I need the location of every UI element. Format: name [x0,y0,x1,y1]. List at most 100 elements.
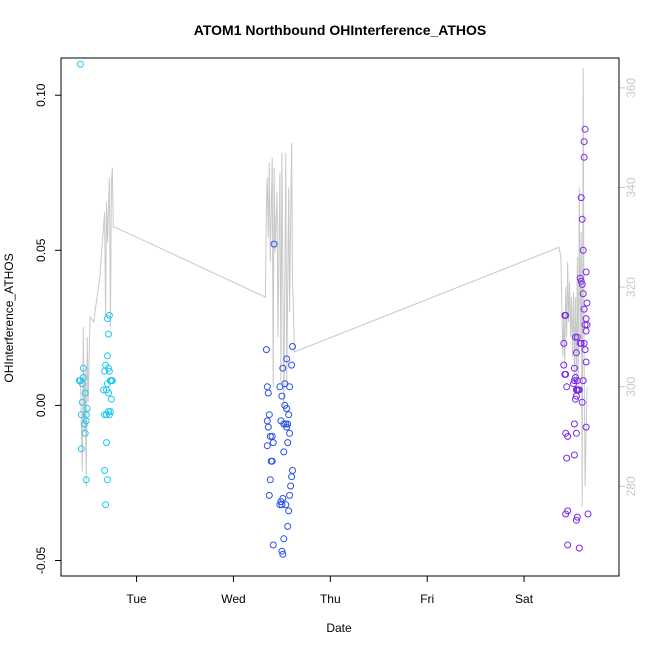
data-point-series-2 [562,370,570,378]
data-point-series-2 [584,510,592,518]
data-point-series-2 [580,305,588,313]
data-points-group [75,60,592,558]
data-point-series-2 [581,125,589,133]
data-point-series-1 [263,442,271,450]
data-point-series-0 [81,389,89,397]
data-point-series-1 [282,420,290,428]
data-point-series-1 [280,448,288,456]
data-point-series-2 [579,377,587,385]
data-point-series-2 [560,361,568,369]
data-point-series-1 [284,420,292,428]
data-point-series-2 [582,268,590,276]
x-tick-label: Tue [126,592,147,606]
data-point-series-2 [572,349,580,357]
data-point-series-1 [262,346,270,354]
data-point-series-0 [83,405,91,412]
data-point-series-0 [101,467,109,474]
data-point-series-1 [286,429,294,437]
data-point-series-1 [278,392,286,400]
data-point-series-0 [76,60,84,68]
data-point-series-2 [575,544,583,552]
data-point-series-2 [562,311,570,319]
data-point-series-2 [570,364,578,372]
data-point-series-1 [266,476,274,484]
y-tick-label: 0.10 [34,83,48,107]
data-point-series-2 [563,454,571,462]
data-point-series-0 [104,352,111,360]
data-point-series-1 [277,417,285,425]
data-point-series-1 [281,380,289,388]
data-point-series-2 [573,333,581,341]
y-axis-label: OHInterference_ATHOS [2,253,16,382]
data-point-series-2 [582,315,590,323]
data-point-series-1 [279,495,287,502]
data-point-series-1 [265,491,273,499]
data-point-series-1 [264,423,272,431]
y-tick-label: 0.05 [34,238,48,262]
data-point-series-2 [563,383,571,391]
data-point-series-2 [577,277,585,285]
data-point-series-1 [280,535,288,543]
plot-frame [60,57,620,577]
data-point-series-1 [278,547,286,555]
x-tick-label: Wed [221,592,245,606]
data-point-series-0 [107,395,115,403]
data-point-series-1 [265,411,273,419]
data-point-series-1 [283,405,291,412]
data-point-series-2 [564,432,572,440]
data-point-series-2 [578,398,586,406]
data-point-series-1 [284,522,292,530]
data-point-series-1 [276,383,284,391]
data-point-series-2 [560,339,568,347]
data-point-series-1 [285,411,293,419]
data-point-series-1 [264,389,272,397]
data-point-series-2 [582,358,590,366]
data-point-series-1 [283,355,291,363]
data-point-series-2 [570,420,578,428]
x-tick-label: Sat [515,592,534,606]
data-point-series-1 [282,501,290,509]
data-point-series-2 [575,386,583,394]
data-point-series-1 [266,432,274,440]
data-point-series-2 [580,138,588,146]
data-point-series-1 [268,457,276,465]
data-point-series-0 [102,501,110,509]
data-point-series-2 [579,290,587,298]
data-point-series-1 [286,383,294,391]
data-point-series-2 [571,333,579,341]
data-point-series-0 [105,411,113,419]
data-point-series-1 [270,240,278,248]
axes-group: Tue Wed Thu Fri Sat -0.05 0.00 0.05 0.10 280 300 32… [34,78,638,606]
data-point-series-1 [269,541,277,549]
data-point-series-0 [105,389,112,397]
y2-tick-label: 340 [624,177,638,197]
data-point-series-2 [572,516,580,524]
secondary-trace-group [79,67,588,507]
data-point-series-0 [82,417,90,425]
data-point-series-1 [287,482,295,490]
data-point-series-0 [100,386,108,394]
data-point-series-2 [570,377,578,385]
data-point-series-2 [578,215,586,223]
data-point-series-2 [583,299,591,307]
data-point-series-2 [578,280,586,288]
data-point-series-2 [564,507,572,515]
chart-title: ATOM1 Northbound OHInterference_ATHOS [194,22,486,38]
data-point-series-2 [579,246,587,254]
data-point-series-0 [81,429,89,437]
data-point-series-2 [580,153,588,161]
data-point-series-2 [572,392,580,400]
data-point-series-0 [104,476,111,484]
data-point-series-0 [105,311,113,319]
data-point-series-0 [105,367,113,375]
data-point-series-1 [288,473,296,481]
data-point-series-2 [571,395,579,403]
data-point-series-2 [577,194,585,202]
data-point-series-0 [106,408,114,416]
data-point-series-1 [285,507,293,515]
data-point-series-2 [572,429,580,437]
x-tick-label: Fri [420,592,434,606]
data-point-series-0 [105,330,112,338]
data-point-series-0 [108,377,116,385]
